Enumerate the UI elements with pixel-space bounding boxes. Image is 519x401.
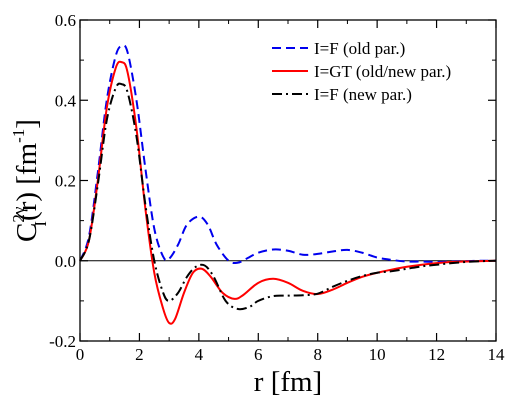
series-line-3 [79,82,497,311]
x-tick-label: 12 [428,345,445,364]
x-ticks: 0 2 4 6 8 10 12 14 [76,20,505,364]
y-axis-title-subscript: I [31,221,50,227]
y-tick-label: 0.0 [55,252,76,271]
series-line-2 [79,60,497,325]
x-tick-label: 6 [254,345,263,364]
x-tick-label: 8 [313,345,322,364]
y-axis-title-argument: (r) [fm [11,142,43,221]
y-axis-title-superscript: 2γ [9,206,28,223]
y-tick-label: -0.2 [49,332,76,351]
legend: I=F (old par.) I=GT (old/new par.) I=F (ne… [272,39,451,104]
y-tick-label: 0.6 [55,11,76,30]
y-ticks: -0.2 0.0 0.2 0.4 0.6 [49,11,496,351]
series-group [79,44,497,325]
y-axis-title-unit-exponent: -1 [9,129,28,143]
x-tick-label: 10 [369,345,386,364]
x-axis-title: r [fm] [254,366,322,398]
x-tick-label: 4 [195,345,204,364]
legend-label-3: I=F (new par.) [314,85,412,104]
x-tick-label: 0 [76,345,85,364]
y-axis-title-closing: ] [11,119,43,129]
legend-label-1: I=F (old par.) [314,39,405,58]
y-tick-label: 0.2 [55,172,76,191]
y-axis-title-main: C [11,223,43,242]
x-tick-label: 2 [135,345,144,364]
y-axis-title: C2γI(r) [fm-1] [9,119,50,242]
x-tick-label: 14 [488,345,506,364]
series-line-1 [79,44,497,265]
y-tick-label: 0.4 [55,91,77,110]
legend-label-2: I=GT (old/new par.) [314,62,451,81]
